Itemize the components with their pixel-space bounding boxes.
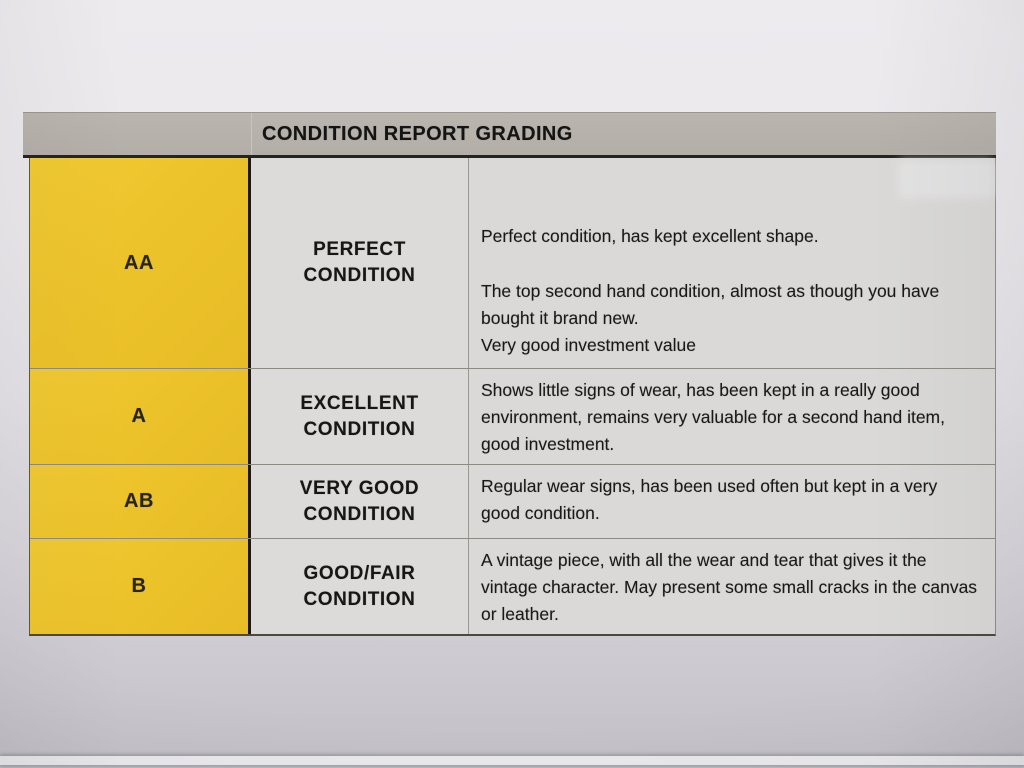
description-cell-ab: Regular wear signs, has been used often … — [469, 465, 995, 538]
condition-grading-table: CONDITION REPORT GRADING AA PERFECT COND… — [23, 112, 996, 636]
description-cell-a: Shows little signs of wear, has been kep… — [469, 369, 995, 464]
description-paragraph: Very good investment value — [481, 335, 696, 355]
description-cell-b: A vintage piece, with all the wear and t… — [469, 539, 995, 634]
whiteout-patch — [903, 165, 989, 193]
header-spacer-cell — [23, 113, 252, 155]
grade-cell-a: A — [30, 369, 251, 464]
table-row-a: A EXCELLENT CONDITION Shows little signs… — [30, 368, 995, 464]
table-body: AA PERFECT CONDITION Perfect condition, … — [29, 158, 996, 636]
table-row-ab: AB VERY GOOD CONDITION Regular wear sign… — [30, 464, 995, 538]
description-paragraph: Shows little signs of wear, has been kep… — [481, 380, 945, 454]
condition-cell-aa: PERFECT CONDITION — [251, 158, 469, 368]
paper-edge — [0, 756, 1024, 765]
table-title: CONDITION REPORT GRADING — [262, 122, 573, 145]
condition-cell-a: EXCELLENT CONDITION — [251, 369, 469, 464]
description-cell-aa: Perfect condition, has kept excellent sh… — [469, 158, 995, 368]
table-row-aa: AA PERFECT CONDITION Perfect condition, … — [30, 158, 995, 368]
condition-cell-ab: VERY GOOD CONDITION — [251, 465, 469, 538]
table-row-b: B GOOD/FAIR CONDITION A vintage piece, w… — [30, 538, 995, 634]
description-paragraph: Regular wear signs, has been used often … — [481, 476, 938, 523]
description-paragraph: A vintage piece, with all the wear and t… — [481, 550, 978, 624]
table-header-row: CONDITION REPORT GRADING — [23, 112, 996, 158]
grade-cell-b: B — [30, 539, 251, 634]
grade-cell-aa: AA — [30, 158, 251, 368]
description-paragraph: Perfect condition, has kept excellent sh… — [481, 226, 819, 246]
condition-cell-b: GOOD/FAIR CONDITION — [251, 539, 469, 634]
grade-cell-ab: AB — [30, 465, 251, 538]
description-paragraph: The top second hand condition, almost as… — [481, 281, 940, 328]
